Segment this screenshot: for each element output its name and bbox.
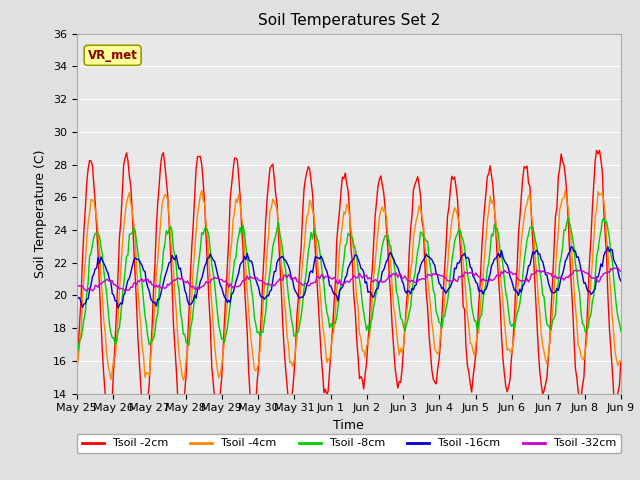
Tsoil -8cm xyxy=(93,230,100,236)
Tsoil -8cm xyxy=(354,266,362,272)
Tsoil -4cm xyxy=(73,364,81,370)
Y-axis label: Soil Temperature (C): Soil Temperature (C) xyxy=(35,149,47,278)
Tsoil -2cm xyxy=(73,371,81,377)
Tsoil -8cm xyxy=(543,322,551,328)
Tsoil -2cm xyxy=(462,344,470,350)
Tsoil -32cm xyxy=(73,281,81,287)
Tsoil -4cm xyxy=(179,377,187,383)
Tsoil -8cm xyxy=(564,215,572,221)
Tsoil -8cm xyxy=(110,335,118,340)
Tsoil -2cm xyxy=(108,394,116,399)
Tsoil -2cm xyxy=(543,374,551,380)
Tsoil -32cm xyxy=(83,288,91,294)
Tsoil -4cm xyxy=(543,360,551,366)
Title: Soil Temperatures Set 2: Soil Temperatures Set 2 xyxy=(258,13,440,28)
Tsoil -4cm xyxy=(462,293,470,299)
Tsoil -2cm xyxy=(616,383,623,389)
Tsoil -8cm xyxy=(462,257,470,263)
Tsoil -2cm xyxy=(140,413,147,419)
Tsoil -4cm xyxy=(92,207,99,213)
Line: Tsoil -4cm: Tsoil -4cm xyxy=(77,190,621,380)
Tsoil -4cm xyxy=(561,187,569,193)
Tsoil -32cm xyxy=(93,283,100,289)
Tsoil -4cm xyxy=(108,368,116,373)
Tsoil -16cm xyxy=(73,292,81,298)
Tsoil -16cm xyxy=(108,291,116,297)
Tsoil -16cm xyxy=(462,255,470,261)
Line: Tsoil -16cm: Tsoil -16cm xyxy=(77,247,621,308)
Tsoil -32cm xyxy=(462,270,470,276)
Tsoil -2cm xyxy=(596,147,604,153)
Tsoil -32cm xyxy=(610,265,618,271)
Tsoil -16cm xyxy=(567,244,575,250)
Line: Tsoil -2cm: Tsoil -2cm xyxy=(77,150,621,416)
Tsoil -2cm xyxy=(617,360,625,365)
Tsoil -8cm xyxy=(73,332,81,337)
Tsoil -16cm xyxy=(543,272,551,278)
Tsoil -8cm xyxy=(617,328,625,334)
Tsoil -4cm xyxy=(617,358,625,364)
Tsoil -2cm xyxy=(354,354,362,360)
Legend: Tsoil -2cm, Tsoil -4cm, Tsoil -8cm, Tsoil -16cm, Tsoil -32cm: Tsoil -2cm, Tsoil -4cm, Tsoil -8cm, Tsoi… xyxy=(77,434,621,453)
Tsoil -32cm xyxy=(617,268,625,274)
Line: Tsoil -32cm: Tsoil -32cm xyxy=(77,268,621,291)
Tsoil -16cm xyxy=(616,275,623,281)
Tsoil -8cm xyxy=(74,348,82,353)
Tsoil -4cm xyxy=(616,359,623,364)
Line: Tsoil -8cm: Tsoil -8cm xyxy=(77,218,621,350)
Tsoil -32cm xyxy=(543,270,551,276)
Tsoil -16cm xyxy=(617,278,625,284)
Tsoil -32cm xyxy=(616,268,623,274)
Tsoil -4cm xyxy=(354,304,362,310)
X-axis label: Time: Time xyxy=(333,419,364,432)
Tsoil -32cm xyxy=(110,282,118,288)
Tsoil -16cm xyxy=(354,256,362,262)
Tsoil -16cm xyxy=(114,305,122,311)
Tsoil -2cm xyxy=(92,200,99,206)
Text: VR_met: VR_met xyxy=(88,49,138,62)
Tsoil -8cm xyxy=(616,320,623,325)
Tsoil -32cm xyxy=(354,274,362,280)
Tsoil -16cm xyxy=(92,265,99,271)
